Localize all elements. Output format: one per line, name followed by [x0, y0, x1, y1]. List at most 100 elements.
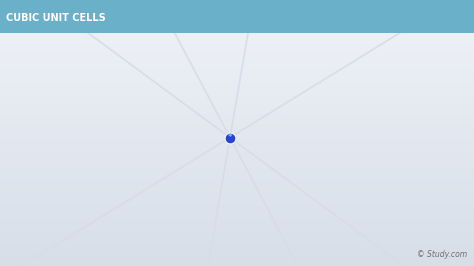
Bar — [0, 157, 474, 160]
Bar — [0, 109, 474, 112]
Bar — [0, 128, 474, 130]
Bar — [0, 106, 474, 109]
Bar — [0, 141, 474, 144]
Bar — [0, 32, 474, 35]
Bar — [0, 221, 474, 223]
Bar — [0, 82, 474, 85]
Bar — [0, 189, 474, 192]
Bar — [0, 27, 474, 29]
Bar — [0, 197, 474, 200]
Bar — [0, 133, 474, 136]
Text: *: * — [228, 133, 232, 142]
Bar — [0, 5, 474, 8]
Bar — [0, 8, 474, 11]
Bar — [0, 218, 474, 221]
Bar — [0, 16, 474, 19]
Bar — [0, 242, 474, 245]
Bar — [0, 88, 474, 90]
Bar — [0, 192, 474, 194]
Bar — [0, 114, 474, 117]
Bar — [0, 250, 474, 253]
Bar — [0, 72, 474, 74]
Bar — [0, 0, 474, 3]
Bar — [0, 120, 474, 122]
Bar — [0, 13, 474, 16]
Bar — [0, 165, 474, 168]
Bar — [0, 37, 474, 40]
Bar — [0, 207, 474, 210]
Bar — [0, 122, 474, 125]
Bar — [0, 210, 474, 213]
Text: © Study.com: © Study.com — [417, 250, 467, 259]
Bar — [0, 200, 474, 202]
Bar — [0, 104, 474, 106]
Bar — [0, 93, 474, 96]
Bar — [0, 186, 474, 189]
Bar — [0, 258, 474, 261]
Bar — [0, 168, 474, 170]
Bar — [0, 223, 474, 226]
Bar — [0, 101, 474, 104]
Bar — [0, 231, 474, 234]
Bar — [0, 45, 474, 48]
Bar — [0, 234, 474, 237]
Bar — [0, 21, 474, 24]
Bar — [0, 176, 474, 178]
Bar — [0, 149, 474, 152]
Bar — [0, 66, 474, 69]
Bar — [0, 117, 474, 120]
Bar — [0, 59, 474, 61]
Bar — [0, 261, 474, 263]
Bar — [0, 74, 474, 77]
Bar — [0, 136, 474, 138]
Bar — [0, 29, 474, 32]
Bar — [0, 152, 474, 154]
Bar — [0, 160, 474, 162]
Bar — [0, 77, 474, 80]
Bar — [0, 237, 474, 239]
Bar — [0, 80, 474, 82]
Text: CUBIC UNIT CELLS: CUBIC UNIT CELLS — [6, 13, 105, 23]
Bar — [0, 226, 474, 229]
Bar — [0, 43, 474, 45]
Bar — [0, 229, 474, 231]
Bar — [0, 255, 474, 258]
Bar — [0, 146, 474, 149]
Bar — [0, 239, 474, 242]
Bar — [0, 154, 474, 157]
Bar — [0, 170, 474, 173]
Bar — [0, 61, 474, 64]
Bar — [0, 53, 474, 56]
Bar — [0, 138, 474, 141]
Bar — [0, 205, 474, 207]
Bar — [0, 144, 474, 146]
Bar — [0, 35, 474, 37]
Bar — [0, 253, 474, 255]
Bar — [0, 56, 474, 59]
Bar — [0, 51, 474, 53]
Bar — [0, 263, 474, 266]
Bar — [0, 173, 474, 176]
Bar — [0, 247, 474, 250]
Bar — [0, 69, 474, 72]
Bar — [0, 96, 474, 98]
Bar — [0, 90, 474, 93]
Bar — [0, 3, 474, 5]
Bar — [0, 11, 474, 13]
Bar — [0, 130, 474, 133]
Bar — [0, 178, 474, 181]
Bar — [0, 85, 474, 88]
Bar — [0, 112, 474, 114]
Bar — [0, 213, 474, 215]
Bar — [0, 48, 474, 51]
Bar — [0, 215, 474, 218]
Bar — [0, 64, 474, 66]
Bar — [0, 202, 474, 205]
Bar — [0, 125, 474, 128]
Bar — [0, 19, 474, 21]
Point — [226, 135, 234, 140]
Bar — [0, 181, 474, 184]
Bar — [0, 184, 474, 186]
Bar — [0, 194, 474, 197]
Bar — [0, 98, 474, 101]
